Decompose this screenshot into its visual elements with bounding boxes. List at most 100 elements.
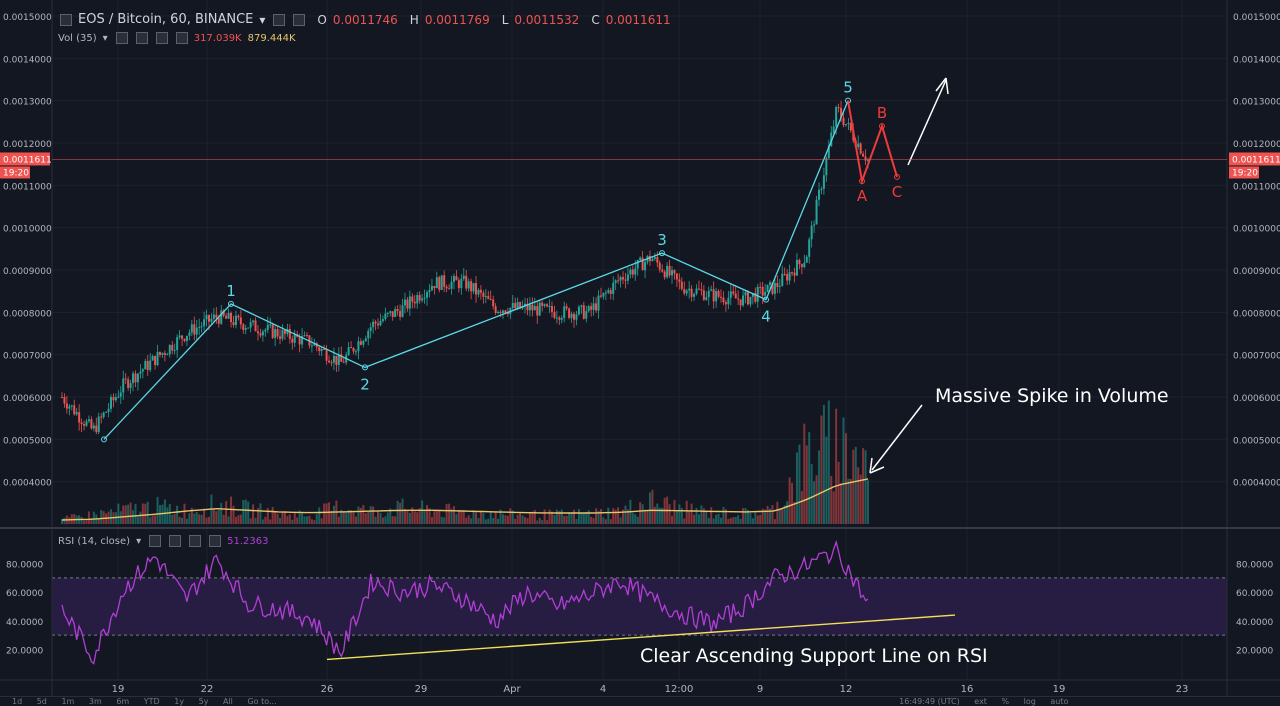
close-icon[interactable] xyxy=(209,535,222,547)
volume-bar xyxy=(320,518,323,524)
candle-body xyxy=(286,328,289,334)
chevron-down-icon[interactable]: ▾ xyxy=(102,32,108,44)
auto-toggle[interactable]: auto xyxy=(1050,697,1069,706)
volume-bar xyxy=(136,516,139,524)
candle-body xyxy=(528,304,531,311)
volume-bar xyxy=(200,514,203,524)
volume-bar xyxy=(394,516,397,524)
candle-body xyxy=(342,361,345,363)
time-tick-label: 4 xyxy=(600,684,606,695)
volume-bar xyxy=(479,512,482,524)
symbol-title[interactable]: EOS / Bitcoin, 60, BINANCE xyxy=(78,12,254,27)
range-5y[interactable]: 5y xyxy=(198,697,209,706)
log-toggle[interactable]: log xyxy=(1023,697,1036,706)
volume-bar xyxy=(264,516,267,524)
volume-bar xyxy=(737,515,740,524)
candle-body xyxy=(543,304,546,306)
range-1y[interactable]: 1y xyxy=(174,697,185,706)
candle-body xyxy=(452,276,455,282)
settings-icon[interactable] xyxy=(169,535,182,547)
volume-label[interactable]: Vol (35) xyxy=(58,32,97,44)
goto-button[interactable]: Go to... xyxy=(247,697,277,706)
candle-body xyxy=(85,421,88,426)
rsi-label[interactable]: RSI (14, close) xyxy=(58,535,131,547)
candle-body xyxy=(810,225,813,240)
eye-icon[interactable] xyxy=(115,32,128,44)
chevron-down-icon[interactable]: ▾ xyxy=(259,12,266,27)
volume-bar xyxy=(237,515,240,524)
volume-bar xyxy=(749,513,752,524)
high-label: H xyxy=(409,12,419,27)
price-tick-label-right: 0.0004000 xyxy=(1233,479,1280,489)
time-badge-label: 19:20 xyxy=(3,168,29,178)
candle-body xyxy=(291,338,294,343)
volume-bar xyxy=(690,503,693,524)
percent-toggle[interactable]: % xyxy=(1001,697,1010,706)
range-1d[interactable]: 1d xyxy=(12,697,23,706)
volume-bar xyxy=(477,518,480,524)
chevron-down-icon[interactable]: ▾ xyxy=(136,535,142,547)
rsi-axis[interactable]: 80.0000 80.0000 60.0000 60.0000 40.0000 40.00… xyxy=(6,561,1273,657)
volume-bar xyxy=(658,507,661,524)
settings-icon[interactable] xyxy=(135,32,148,44)
range-5d[interactable]: 5d xyxy=(36,697,47,706)
volume-bar xyxy=(239,514,242,524)
candle-body xyxy=(151,355,154,361)
candle-body xyxy=(553,311,556,318)
volume-bar xyxy=(185,518,188,524)
volume-bar xyxy=(283,511,286,524)
add-icon[interactable] xyxy=(155,32,168,44)
candle-body xyxy=(827,145,830,159)
volume-bar xyxy=(359,507,362,524)
eye-icon[interactable] xyxy=(149,535,162,547)
candle-body xyxy=(688,288,691,291)
price-axis[interactable]: 0.0015000 0.0015000 0.0014000 0.0014000 0.00… xyxy=(3,13,1280,489)
elliott-wave: 1 2 3 4 5 A B C xyxy=(101,79,902,443)
settings-icon[interactable] xyxy=(273,13,286,26)
volume-bar xyxy=(207,516,210,524)
volume-bar xyxy=(619,517,622,524)
price-tick-label-left: 0.0004000 xyxy=(3,479,52,489)
candle-body xyxy=(217,317,220,324)
volume-bar xyxy=(533,510,536,524)
candle-body xyxy=(519,302,522,309)
volume-bar xyxy=(673,500,676,524)
open-label: O xyxy=(317,12,327,27)
close-icon[interactable] xyxy=(175,32,188,44)
close-icon[interactable] xyxy=(293,13,306,26)
volume-arrow-line xyxy=(871,404,923,471)
candle-body xyxy=(580,305,583,307)
range-1m[interactable]: 1m xyxy=(61,697,75,706)
candle-body xyxy=(73,405,76,415)
volume-bar xyxy=(156,496,159,524)
candle-body xyxy=(710,289,713,291)
volume-bar xyxy=(685,500,688,524)
volume-bar xyxy=(764,509,767,524)
range-3m[interactable]: 3m xyxy=(88,697,102,706)
volume-bar xyxy=(720,517,723,524)
candle-body xyxy=(604,292,607,294)
volume-bar xyxy=(151,515,154,524)
volume-bar xyxy=(225,501,228,524)
volume-bar xyxy=(484,519,487,524)
candle-body xyxy=(624,279,627,281)
ext-toggle[interactable]: ext xyxy=(974,697,987,706)
add-icon[interactable] xyxy=(189,535,202,547)
candle-body xyxy=(555,317,558,319)
time-axis[interactable]: 19 22 26 29 Apr 4 12:00 9 12 16 19 23 xyxy=(112,684,1189,695)
range-all[interactable]: All xyxy=(222,697,233,706)
candle-body xyxy=(820,188,823,190)
candle-body xyxy=(825,158,828,176)
candle-body xyxy=(401,305,404,317)
volume-bar xyxy=(786,501,789,524)
volume-bar xyxy=(580,513,583,524)
volume-bar xyxy=(256,507,259,524)
range-ytd[interactable]: YTD xyxy=(143,697,160,706)
volume-bar xyxy=(205,517,208,524)
volume-bar xyxy=(531,511,534,524)
range-6m[interactable]: 6m xyxy=(116,697,130,706)
low-label: L xyxy=(501,12,509,27)
candle-body xyxy=(634,268,637,275)
candle-body xyxy=(332,355,335,363)
